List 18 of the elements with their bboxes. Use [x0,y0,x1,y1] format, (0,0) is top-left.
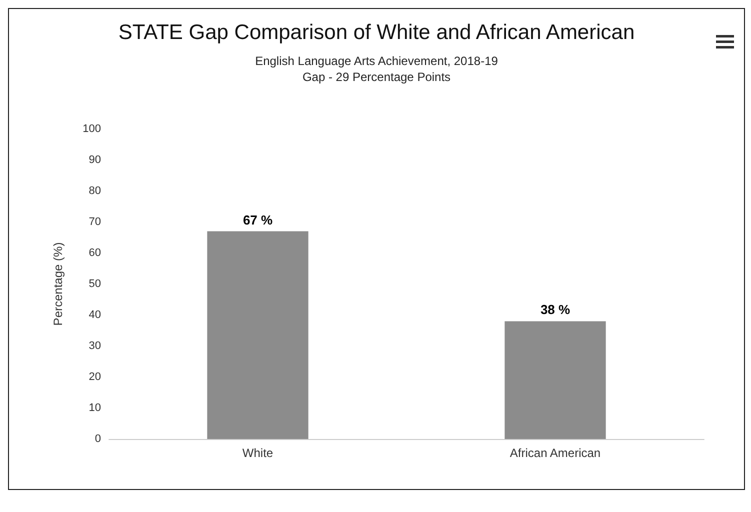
y-tick-label: 90 [88,154,101,166]
y-tick-label: 30 [88,340,101,352]
y-axis-title: Percentage (%) [51,242,65,326]
y-tick-label: 40 [88,309,101,321]
chart-title: STATE Gap Comparison of White and African American [118,21,635,44]
y-tick-label: 80 [88,185,101,197]
y-tick-label: 70 [88,216,101,228]
y-tick-label: 20 [88,371,101,383]
data-label: 67 % [242,212,273,228]
x-tick-label: White [242,446,274,460]
y-tick-label: 10 [88,402,101,414]
x-tick-label: African American [510,446,601,460]
data-label: 38 % [540,302,570,318]
y-tick-label: 100 [82,123,101,135]
y-tick-label: 50 [88,278,101,290]
chart-subtitle: English Language Arts Achievement, 2018-19 Gap - 29 Percentage Points [255,54,498,84]
y-tick-label: 0 [94,433,101,445]
y-tick-label: 60 [88,247,101,259]
